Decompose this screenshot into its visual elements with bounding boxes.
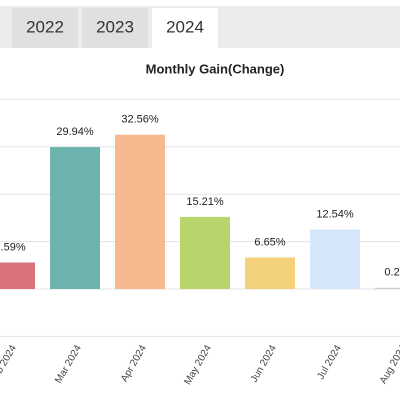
x-tick-label: Mar 2024 <box>53 343 84 385</box>
value-label: 5.59% <box>0 241 26 253</box>
tab[interactable] <box>82 8 148 48</box>
x-tick-label: Jul 2024 <box>315 343 344 382</box>
bar <box>180 216 230 289</box>
x-tick-label: Jun 2024 <box>249 343 279 385</box>
tab[interactable] <box>152 8 218 48</box>
bar <box>310 229 360 289</box>
bar <box>50 147 100 289</box>
tab-label[interactable]: 2023 <box>96 17 134 36</box>
bar <box>115 134 165 289</box>
bar <box>0 262 35 289</box>
x-tick-label: Aug 2024 <box>378 343 400 386</box>
tab[interactable] <box>12 8 78 48</box>
value-label: 12.54% <box>316 208 354 220</box>
tab-label[interactable]: 2024 <box>166 17 204 36</box>
value-label: 0.25% <box>384 267 400 279</box>
x-tick-label: Feb 2024 <box>0 343 19 385</box>
value-label: 6.65% <box>254 236 285 248</box>
value-label: 32.56% <box>121 114 159 126</box>
value-label: 29.94% <box>56 126 94 138</box>
x-tick-label: Apr 2024 <box>119 343 149 384</box>
bar <box>245 257 295 289</box>
value-label: 15.21% <box>186 196 224 208</box>
x-tick-label: May 2024 <box>182 343 214 387</box>
tab-label[interactable]: 2022 <box>26 17 64 36</box>
bar <box>375 287 400 289</box>
chart-title: Monthly Gain(Change) <box>146 61 285 76</box>
